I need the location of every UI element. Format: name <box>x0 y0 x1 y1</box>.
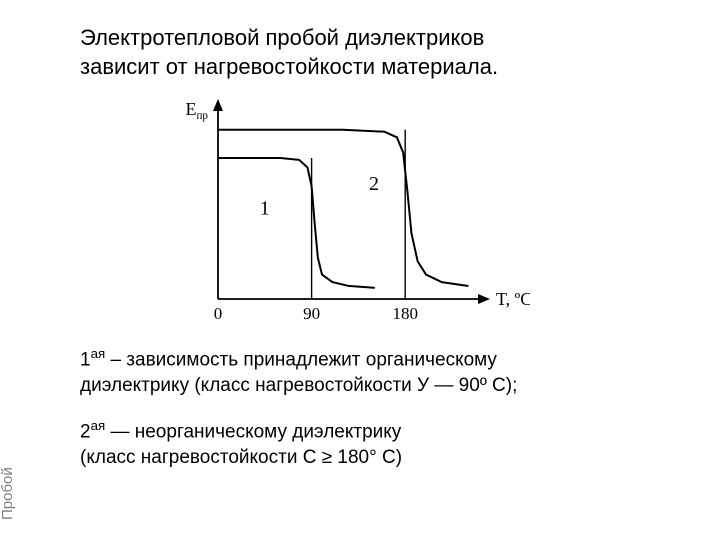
caption-2-text-b: (класс нагревостойкости С ≥ 180° С) <box>80 447 402 468</box>
caption-2-ordinal: 2 <box>80 421 91 442</box>
breakdown-chart: 12090180EпрT, ºC <box>170 97 530 327</box>
side-label: Пробой <box>0 467 16 520</box>
slide-title: Электротепловой пробой диэлектриков зави… <box>80 24 672 81</box>
svg-text:T, ºC: T, ºC <box>496 289 530 309</box>
caption-2: 2ая — неорганическому диэлектрику (класс… <box>80 417 672 471</box>
caption-1: 1ая – зависимость принадлежит органическ… <box>80 345 672 399</box>
svg-text:180: 180 <box>392 304 418 323</box>
caption-2-text-a: — неорганическому диэлектрику <box>105 421 401 442</box>
title-line-1: Электротепловой пробой диэлектриков <box>80 25 484 50</box>
slide: Электротепловой пробой диэлектриков зави… <box>0 0 720 540</box>
caption-1-text-b: диэлектрику (класс нагревостойкости У — … <box>80 375 517 396</box>
caption-1-suffix: ая <box>91 346 106 361</box>
svg-text:1: 1 <box>260 198 270 220</box>
title-line-2: зависит от нагревостойкости материала. <box>80 54 498 79</box>
chart-container: 12090180EпрT, ºC <box>170 97 530 327</box>
svg-text:0: 0 <box>214 304 223 323</box>
svg-text:2: 2 <box>369 173 379 195</box>
svg-text:90: 90 <box>303 304 320 323</box>
caption-1-text-a: – зависимость принадлежит органическому <box>105 350 497 371</box>
caption-2-suffix: ая <box>91 418 106 433</box>
caption-1-ordinal: 1 <box>80 350 91 371</box>
